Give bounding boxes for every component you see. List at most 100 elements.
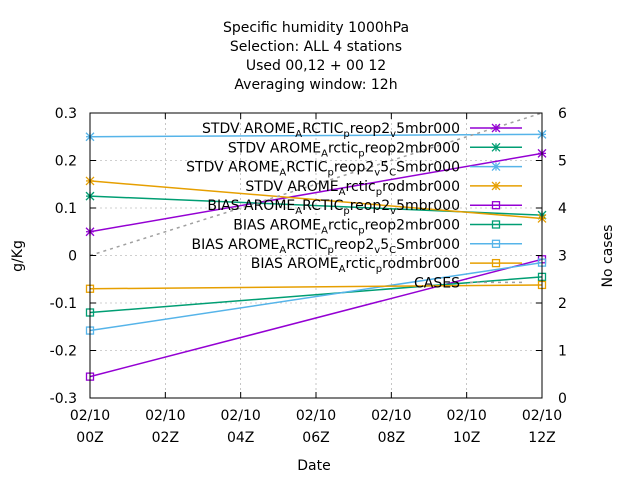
x-tick-label: 06Z (302, 430, 329, 446)
x-tick-label: 02/10 (220, 408, 260, 424)
legend-entry: CASES (414, 275, 522, 291)
legend-label-part: STDV AROME (245, 179, 338, 195)
legend-entry: BIAS AROMEARCTICpreop2v5CSmbr000 (191, 237, 522, 256)
y2-tick-label: 0 (558, 391, 567, 407)
x-tick-label: 00Z (76, 430, 103, 446)
series-line (89, 112, 543, 257)
legend-label-part: v (390, 129, 396, 140)
title-line: Used 00,12 + 00 12 (246, 58, 386, 74)
legend-label-part: BIAS AROME (191, 237, 279, 253)
legend-label-part: BIAS AROME (233, 218, 321, 234)
legend-label-part: A (279, 245, 286, 256)
legend-label-part: STDV AROME (186, 160, 279, 176)
legend-label-part: A (279, 168, 286, 179)
x-tick-label: 04Z (227, 430, 254, 446)
legend-label-part: v (374, 168, 380, 179)
legend-label-part: rctic (346, 256, 376, 272)
title-line: Selection: ALL 4 stations (230, 39, 402, 55)
legend-label: BIAS AROMEArcticprodmbr000 (251, 256, 460, 275)
legend-entry: STDV AROMEArcticprodmbr000 (245, 179, 522, 198)
legend-label-part: v (390, 206, 396, 217)
legend-label-part: reop2mbr000 (365, 140, 460, 156)
y-tick-label: 0.1 (55, 201, 77, 217)
y-axis-label: g/Kg (10, 240, 26, 272)
y-tick-label: 0.2 (55, 154, 77, 170)
legend-label-part: reop2 (350, 198, 390, 214)
x-tick-label: 02/10 (522, 408, 562, 424)
legend-label-part: 5 (380, 237, 389, 253)
series-line (89, 180, 543, 220)
legend-marker (491, 123, 501, 133)
legend-marker (491, 239, 501, 248)
legend-marker (491, 258, 501, 268)
y2-tick-label: 5 (558, 154, 567, 170)
x-tick-label: 02/10 (145, 408, 185, 424)
legend-label-part: rctic (346, 179, 376, 195)
legend-label-part: reop2 (334, 237, 374, 253)
legend-label-part: p (376, 187, 382, 198)
legend-marker (491, 220, 501, 229)
x-tick-label: 02/10 (371, 408, 411, 424)
legend-label-part: A (295, 129, 302, 140)
legend-label-part: rodmbr000 (382, 179, 460, 195)
y2-tick-label: 3 (558, 249, 567, 265)
legend-entry: STDV AROMEArcticpreop2mbr000 (228, 140, 522, 159)
title-line: Averaging window: 12h (234, 77, 397, 93)
series-line (89, 284, 543, 290)
x-tick-label: 02/10 (446, 408, 486, 424)
legend-label-part: reop2mbr000 (365, 218, 460, 234)
legend-label-part: p (358, 226, 364, 237)
legend-label-part: p (328, 168, 334, 179)
legend-label-part: rodmbr000 (382, 256, 460, 272)
legend-marker (491, 201, 501, 210)
y-tick-label: -0.3 (50, 391, 77, 407)
legend-label-part: A (295, 206, 302, 217)
legend-label-part: 5mbr000 (396, 121, 460, 137)
y-tick-label: -0.2 (50, 344, 77, 360)
legend-label-part: A (321, 148, 328, 159)
y2-tick-label: 4 (558, 201, 567, 217)
legend-label: STDV AROMEARCTICpreop2v5mbr000 (202, 121, 460, 140)
legend-entry: STDV AROMEARCTICpreop2v5mbr000 (202, 121, 522, 140)
x-tick-label: 02/10 (70, 408, 110, 424)
legend-label-part: Smbr000 (396, 237, 460, 253)
legend-marker (491, 142, 501, 152)
y2-tick-label: 2 (558, 296, 567, 312)
x-tick-label: 02/10 (296, 408, 336, 424)
legend-label-part: p (328, 245, 334, 256)
x-axis-label: Date (297, 458, 330, 474)
legend-label-part: RCTIC (302, 121, 343, 137)
legend-label-part: v (374, 245, 380, 256)
legend-marker (491, 162, 501, 172)
y-tick-label: -0.1 (50, 296, 77, 312)
legend-label-part: RCTIC (302, 198, 343, 214)
legend-label-part: CASES (414, 275, 460, 291)
legend-label-part: C (389, 245, 396, 256)
legend-label-part: C (389, 168, 396, 179)
legend-label: CASES (414, 275, 460, 291)
legend-label: BIAS AROMEARCTICpreop2v5mbr000 (207, 198, 460, 217)
series-line (89, 261, 543, 332)
y2-tick-label: 1 (558, 344, 567, 360)
legend-label-part: p (358, 148, 364, 159)
legend-label-part: RCTIC (286, 160, 327, 176)
title-line: Specific humidity 1000hPa (223, 20, 409, 36)
legend-label-part: A (321, 226, 328, 237)
series-line (89, 276, 543, 314)
legend-marker (491, 181, 501, 191)
x-tick-label: 12Z (528, 430, 555, 446)
legend-label-part: Smbr000 (396, 160, 460, 176)
legend-label-part: reop2 (334, 160, 374, 176)
series-line (89, 133, 543, 138)
legend-label: BIAS AROMEARCTICpreop2v5CSmbr000 (191, 237, 460, 256)
legend-label-part: RCTIC (286, 237, 327, 253)
legend-label-part: BIAS AROME (207, 198, 295, 214)
legend-label-part: STDV AROME (228, 140, 321, 156)
grid (90, 113, 542, 398)
y-tick-label: 0.3 (55, 106, 77, 122)
chart-title: Specific humidity 1000hPa Selection: ALL … (223, 20, 409, 93)
x-tick-label: 02Z (152, 430, 179, 446)
legend-entry: BIAS AROMEArcticprodmbr000 (251, 256, 522, 275)
